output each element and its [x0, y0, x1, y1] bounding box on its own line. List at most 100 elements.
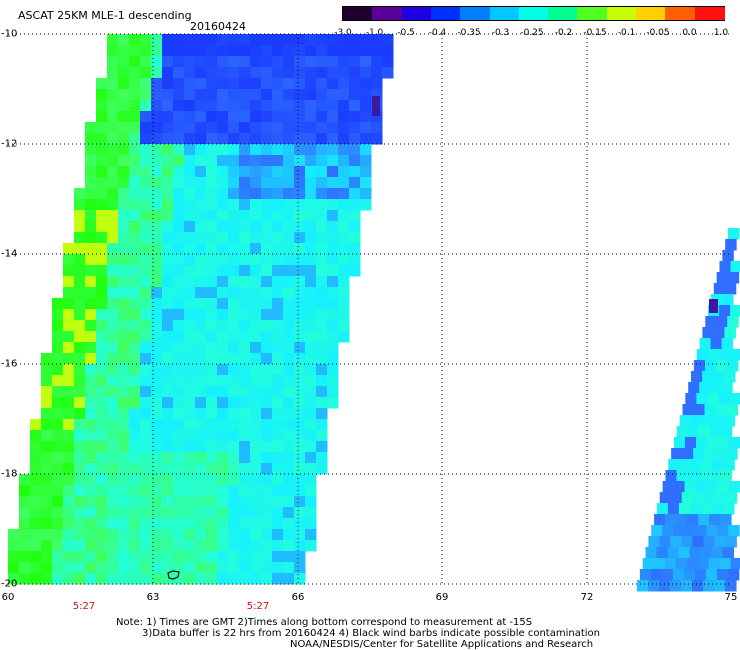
swath-cell — [96, 573, 108, 585]
swath-cell — [206, 89, 218, 101]
swath-cell — [107, 375, 119, 387]
swath-cell — [662, 525, 674, 537]
swath-cell — [338, 254, 350, 266]
swath-cell — [294, 419, 306, 431]
swath-cell — [85, 485, 97, 497]
swath-cell — [705, 316, 717, 328]
swath-cell — [173, 210, 185, 222]
swath-cell — [294, 144, 306, 156]
swath-cell — [41, 540, 53, 552]
swath-cell — [85, 463, 97, 475]
swath-cell — [716, 272, 729, 284]
swath-cell — [173, 562, 185, 574]
swath-cell — [206, 507, 218, 519]
swath-cell — [349, 188, 361, 200]
swath-cell — [85, 243, 97, 255]
swath-cell — [716, 316, 728, 328]
swath-cell — [305, 67, 317, 79]
swath-cell — [316, 309, 328, 321]
colorbar-segment — [577, 7, 608, 20]
swath-cell — [239, 155, 251, 167]
swath-cell — [129, 353, 141, 365]
swath-cell — [184, 111, 196, 123]
colorbar-tick-label: -0.2 — [554, 28, 573, 38]
swath-cell — [52, 309, 64, 321]
swath-cell — [195, 265, 207, 277]
swath-cell — [184, 474, 196, 486]
swath-cell — [107, 441, 119, 453]
swath-cell — [708, 558, 721, 570]
swath-cell — [118, 188, 130, 200]
swath-cell — [96, 309, 108, 321]
swath-cell — [30, 419, 42, 431]
swath-cell — [140, 320, 152, 332]
swath-cell — [151, 144, 163, 156]
swath-cell — [250, 122, 262, 134]
swath-cell — [140, 507, 152, 519]
swath-cell — [316, 122, 328, 134]
swath-cell — [690, 459, 702, 471]
swath-cell — [239, 441, 251, 453]
swath-cell — [151, 188, 163, 200]
swath-cell — [140, 573, 152, 585]
swath-cell — [294, 122, 306, 134]
swath-cell — [129, 199, 141, 211]
swath-cell — [195, 166, 207, 178]
swath-cell — [151, 89, 163, 101]
swath-cell — [305, 276, 317, 288]
swath-cell — [96, 551, 108, 563]
swath-cell — [217, 133, 229, 145]
swath-cell — [239, 166, 251, 178]
swath-cell — [151, 100, 163, 112]
swath-cell — [140, 518, 152, 530]
swath-cell — [41, 364, 53, 376]
swath-cell — [63, 243, 75, 255]
swath-cell — [250, 452, 262, 464]
swath-cell — [41, 452, 53, 464]
swath-cell — [19, 518, 31, 530]
swath-cell — [107, 166, 119, 178]
swath-cell — [151, 452, 163, 464]
swath-cell — [140, 166, 152, 178]
swath-cell — [294, 133, 306, 145]
swath-cell — [349, 133, 361, 145]
swath-cell — [96, 507, 108, 519]
swath-cell — [129, 111, 141, 123]
swath-cell — [195, 507, 207, 519]
swath-cell — [85, 441, 97, 453]
swath-cell — [173, 232, 185, 244]
swath-cell — [173, 408, 185, 420]
swath-cell — [151, 463, 163, 475]
swath-cell — [338, 265, 350, 277]
swath-cell — [85, 320, 97, 332]
swath-cell — [283, 375, 295, 387]
swath-cell — [371, 34, 383, 46]
swath-cell — [283, 254, 295, 266]
swath-cell — [283, 221, 295, 233]
swath-cell — [272, 254, 284, 266]
swath-cell — [195, 78, 207, 90]
swath-cell — [195, 573, 207, 585]
swath-cell — [118, 265, 130, 277]
colorbar-tick-label: -0.3 — [491, 28, 510, 38]
swath-cell — [228, 276, 240, 288]
swath-cell — [195, 386, 207, 398]
swath-cell — [184, 166, 196, 178]
swath-cell — [261, 111, 273, 123]
swath-cell — [261, 529, 273, 541]
swath-cell — [52, 298, 64, 310]
swath-cell — [96, 518, 108, 530]
swath-cell — [107, 496, 119, 508]
swath-cell — [85, 177, 97, 189]
swath-cell — [688, 382, 700, 394]
colorbar-tick-label: -1.0 — [365, 28, 384, 38]
swath-cell — [184, 408, 196, 420]
swath-cell — [283, 232, 295, 244]
swath-cell — [173, 276, 185, 288]
swath-cell — [206, 419, 218, 431]
swath-cell — [645, 547, 658, 559]
swath-cell — [327, 320, 339, 332]
swath-cell — [118, 100, 130, 112]
swath-cell — [228, 144, 240, 156]
swath-cell — [129, 122, 141, 134]
